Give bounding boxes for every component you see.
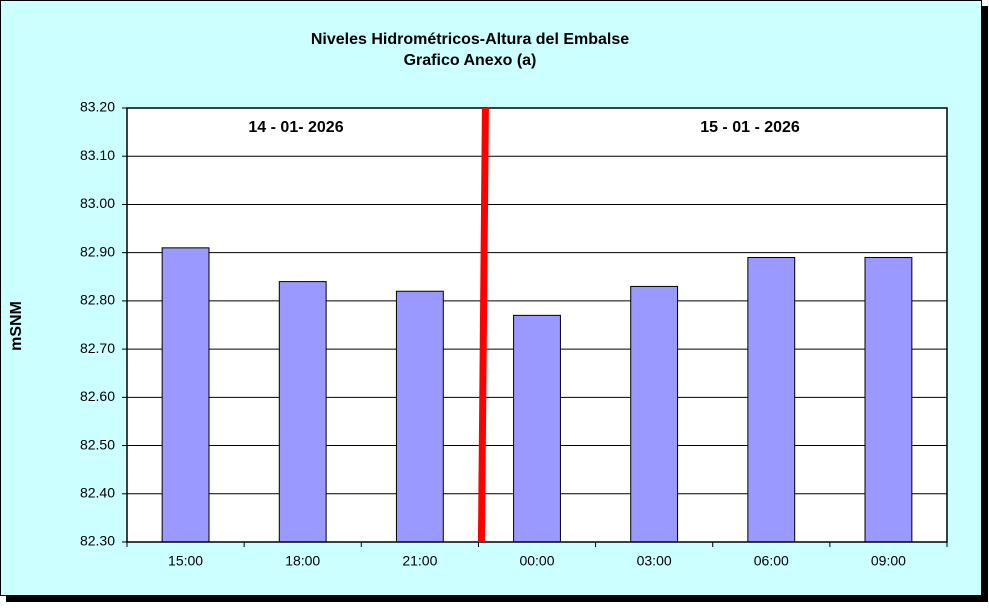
plot-border	[126, 107, 948, 543]
y-tick-label: 82.80	[80, 292, 115, 308]
y-tick-label: 82.40	[80, 484, 115, 500]
bar	[864, 256, 913, 543]
x-tick-label: 18:00	[285, 553, 320, 569]
date-divider	[477, 107, 489, 543]
x-tick-label: 06:00	[754, 553, 789, 569]
y-tick-label: 83.10	[80, 147, 115, 163]
x-tick-label: 00:00	[519, 553, 554, 569]
y-axis-label: mSNM	[8, 301, 25, 351]
bar	[630, 285, 679, 543]
y-tick-label: 82.50	[80, 436, 115, 452]
x-tick-label: 03:00	[637, 553, 672, 569]
bar	[513, 314, 561, 543]
bar	[395, 290, 444, 543]
x-tick-label: 15:00	[168, 553, 203, 569]
chart-title: Niveles Hidrométricos-Altura del Embalse	[311, 31, 629, 48]
y-tick-label: 83.20	[80, 99, 115, 115]
x-tick-label: 21:00	[402, 553, 437, 569]
annotation: 14 - 01- 2026	[248, 119, 343, 136]
bar	[747, 256, 796, 543]
y-tick-label: 82.60	[80, 388, 115, 404]
y-tick-label: 82.70	[80, 340, 115, 356]
bar	[278, 281, 327, 543]
bar	[161, 247, 210, 543]
x-tick-label: 09:00	[871, 553, 906, 569]
y-tick-label: 82.90	[80, 243, 115, 259]
chart-subtitle: Grafico Anexo (a)	[404, 52, 537, 69]
y-tick-label: 82.30	[80, 533, 115, 549]
annotation: 15 - 01 - 2026	[700, 119, 800, 136]
y-tick-label: 83.00	[80, 195, 115, 211]
